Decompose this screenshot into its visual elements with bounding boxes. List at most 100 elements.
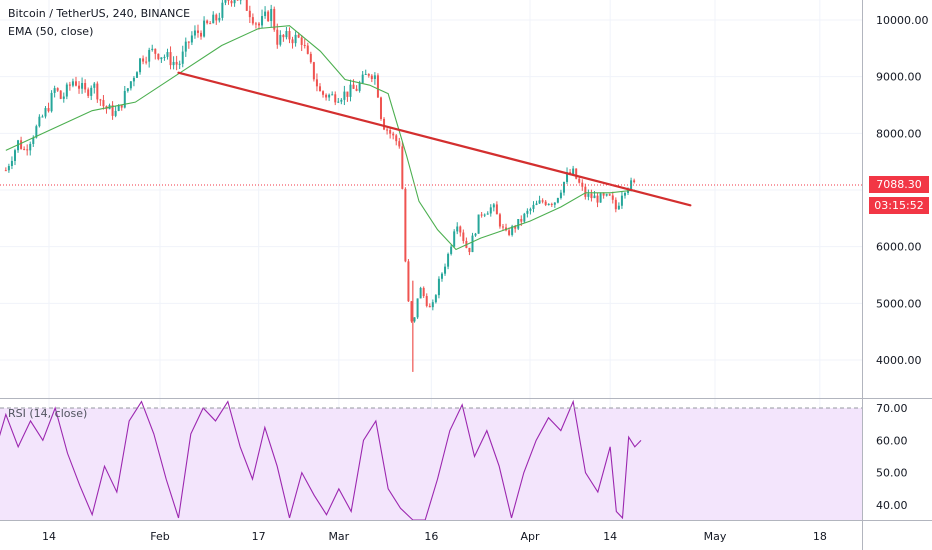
candle-body <box>267 11 270 22</box>
price-axis[interactable]: 10000.00 9000.00 8000.00 6000.00 5000.00 4000… <box>876 14 929 367</box>
candle-body <box>132 77 135 82</box>
candle-body <box>209 23 212 25</box>
candle-body <box>431 302 434 308</box>
candle-body <box>584 186 587 197</box>
candle-body <box>575 168 578 179</box>
candle-body <box>212 14 215 24</box>
candle-body <box>306 45 309 54</box>
candle-body <box>419 287 422 299</box>
candle-body <box>495 204 498 215</box>
candle-body <box>10 160 13 167</box>
candle-body <box>218 17 221 21</box>
candle-body <box>139 58 142 73</box>
candle-body <box>477 214 480 234</box>
candle-body <box>370 75 373 80</box>
candle-body <box>175 61 178 65</box>
candle-body <box>550 203 553 205</box>
candle-body <box>44 108 47 117</box>
candle-body <box>172 61 175 66</box>
candle-body <box>599 193 602 203</box>
candle-body <box>456 226 459 232</box>
candle-body <box>35 126 38 138</box>
countdown-label: 03:15:52 <box>869 197 929 214</box>
candle-body <box>312 62 315 80</box>
candle-body <box>556 198 559 203</box>
candle-body <box>398 141 401 147</box>
candle-body <box>474 233 477 236</box>
candle-body <box>129 81 132 89</box>
candle-body <box>501 226 504 228</box>
candle-body <box>126 88 129 91</box>
rsi-legend[interactable]: RSI (14, close) <box>8 407 88 420</box>
candle-body <box>7 166 10 171</box>
candle-body <box>428 305 431 308</box>
candle-body <box>53 88 56 93</box>
candle-body <box>383 118 386 130</box>
candle-body <box>78 85 81 89</box>
candle-body <box>81 83 84 89</box>
candle-body <box>523 213 526 222</box>
rsi-tick-label: 50.00 <box>876 467 908 480</box>
candle-body <box>288 31 291 40</box>
candle-body <box>520 219 523 222</box>
candle-body <box>282 34 285 38</box>
candle-body <box>410 301 413 322</box>
candle-body <box>444 266 447 274</box>
candle-body <box>605 194 608 196</box>
price-tick-label: 8000.00 <box>876 127 922 140</box>
candle-body <box>291 39 294 44</box>
candle-body <box>13 150 16 161</box>
candle-body <box>562 181 565 193</box>
rsi-axis[interactable]: 70.00 60.00 50.00 40.00 <box>876 402 908 512</box>
candle-body <box>434 295 437 303</box>
symbol-legend[interactable]: Bitcoin / TetherUS, 240, BINANCE <box>8 7 191 20</box>
candle-body <box>193 30 196 36</box>
candle-body <box>611 195 614 200</box>
candle-body <box>264 11 267 17</box>
candle-body <box>166 52 169 57</box>
candle-body <box>59 90 62 99</box>
last-price-label: 7088.30 <box>869 176 929 193</box>
candle-body <box>352 84 355 89</box>
candle-body <box>41 116 44 118</box>
candle-body <box>358 83 361 91</box>
price-tick-label: 6000.00 <box>876 241 922 254</box>
candle-body <box>620 195 623 206</box>
candle-body <box>178 63 181 65</box>
candle-body <box>50 92 53 112</box>
time-tick-label: 14 <box>42 530 56 543</box>
candle-body <box>367 73 370 76</box>
candle-body <box>285 31 288 38</box>
candle-body <box>251 17 254 24</box>
candle-body <box>325 94 328 98</box>
candle-body <box>373 75 376 80</box>
candle-body <box>468 247 471 253</box>
candle-body <box>566 172 569 182</box>
ema-legend[interactable]: EMA (50, close) <box>8 25 94 38</box>
candle-body <box>544 201 547 205</box>
candle-body <box>160 57 163 60</box>
candle-body <box>215 14 218 21</box>
candle-body <box>303 44 306 46</box>
candle-body <box>200 32 203 37</box>
time-axis[interactable]: 14 Feb 17 Mar 16 Apr 14 May 18 <box>42 530 827 543</box>
candle-body <box>492 204 495 208</box>
candle-body <box>84 83 87 90</box>
candle-body <box>514 226 517 229</box>
candle-body <box>401 146 404 189</box>
candle-body <box>32 137 35 144</box>
candle-body <box>297 34 300 38</box>
candle-body <box>20 140 23 149</box>
candle-body <box>169 52 172 66</box>
candle-body <box>294 34 297 44</box>
candle-body <box>559 192 562 199</box>
candle-body <box>56 88 59 91</box>
candle-body <box>154 48 157 54</box>
candle-body <box>93 83 96 88</box>
trendline[interactable] <box>177 71 692 207</box>
candle-body <box>261 16 264 26</box>
candle-body <box>608 194 611 196</box>
rsi-band <box>0 408 862 520</box>
